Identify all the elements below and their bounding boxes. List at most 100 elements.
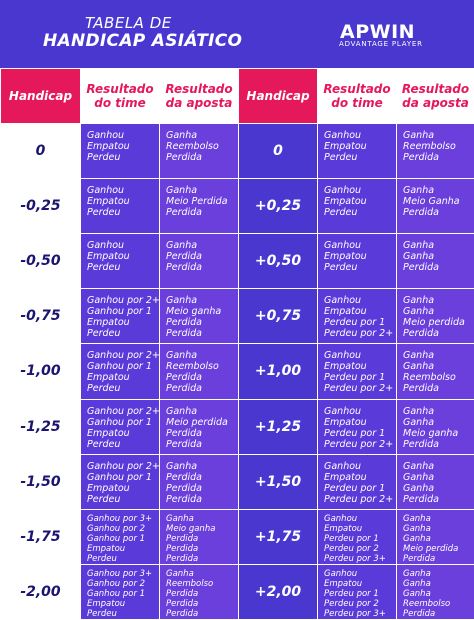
- result-line: Perdeu: [87, 553, 117, 564]
- team-result-cell-right: Ganhou Empatou Perdeu: [317, 233, 397, 290]
- result-line: Perdida: [166, 543, 199, 554]
- result-line: Ganhou por 2+: [87, 460, 160, 472]
- result-line: Ganha: [166, 130, 198, 141]
- result-line: Perdida: [403, 438, 440, 450]
- result-line: Reembolso: [403, 141, 456, 152]
- bet-result-cell-right: Ganha Reembolso Perdida: [396, 122, 474, 180]
- result-line: Perdida: [166, 251, 203, 263]
- result-line: Meio perdida: [166, 416, 228, 428]
- result-line: Empatou: [87, 543, 126, 554]
- handicap-value-left: -1,75: [0, 508, 81, 565]
- handicap-value-right: +0,75: [238, 288, 318, 345]
- result-line: Reembolso: [403, 598, 451, 609]
- result-line: Perdeu por 1: [324, 533, 379, 544]
- result-line: Reembolso: [166, 141, 219, 152]
- result-line: Perdeu por 1: [324, 482, 386, 494]
- result-line: Perdida: [403, 152, 440, 163]
- result-line: Perdeu por 2+: [324, 438, 394, 450]
- team-result-cell-right: Ganhou Empatou Perdeu por 1 Perdeu por 2+: [317, 343, 397, 400]
- table-row: -0,75 Ganhou por 2+ Ganhou por 1 Empatou Per…: [0, 288, 474, 345]
- result-line: Ganha: [166, 295, 198, 307]
- bet-result-cell-right: Ganha Ganha Ganha Meio perdida Perdida: [396, 508, 474, 565]
- bet-result-cell-right: Ganha Ganha Ganha Reembolso Perdida: [396, 563, 474, 620]
- result-line: Ganhou por 2+: [87, 295, 160, 307]
- result-line: Meio Perdida: [166, 196, 228, 208]
- handicap-value-left: -0,25: [0, 178, 81, 235]
- handicap-value-left: -2,00: [0, 563, 81, 620]
- result-line: Perdida: [403, 493, 440, 505]
- bet-result-cell-left: Ganha Reembolso Perdida Perdida: [159, 343, 239, 400]
- result-line: Meio ganha: [166, 523, 216, 534]
- result-line: Perdida: [166, 427, 203, 439]
- handicap-value-right: +1,75: [238, 508, 318, 565]
- table-row: -1,00 Ganhou por 2+ Ganhou por 1 Empatou Per…: [0, 343, 474, 400]
- result-line: Ganhou: [324, 405, 362, 417]
- result-line: Perdeu por 3+: [324, 608, 386, 619]
- handicap-value-left: -0,75: [0, 288, 81, 345]
- result-line: Ganha: [166, 568, 194, 579]
- title-line-2: HANDICAP ASIÁTICO: [43, 31, 243, 51]
- result-line: Perdida: [166, 372, 203, 384]
- team-result-cell-left: Ganhou por 3+ Ganhou por 2 Ganhou por 1 Emp…: [80, 508, 160, 565]
- result-line: Ganha: [403, 416, 435, 428]
- result-line: Ganha: [403, 295, 435, 307]
- result-line: Perdeu: [87, 608, 117, 619]
- result-line: Ganhou por 1: [87, 416, 152, 428]
- result-line: Perdeu por 1: [324, 372, 386, 384]
- result-line: Perdida: [166, 207, 203, 219]
- col-header-handicap-left: Handicap: [0, 68, 81, 124]
- result-line: Perdeu: [324, 152, 358, 163]
- result-line: Reembolso: [166, 578, 214, 589]
- result-line: Ganhou por 1: [87, 361, 152, 373]
- result-line: Perdida: [166, 471, 203, 483]
- result-line: Empatou: [324, 578, 363, 589]
- result-line: Ganhou por 2+: [87, 350, 160, 362]
- result-line: Empatou: [87, 598, 126, 609]
- bet-result-cell-left: Ganha Meio Perdida Perdida: [159, 178, 239, 235]
- handicap-value-left: -1,00: [0, 343, 81, 400]
- result-line: Perdeu: [87, 152, 121, 163]
- table-row: -1,50 Ganhou por 2+ Ganhou por 1 Empatou Per…: [0, 453, 474, 510]
- result-line: Meio ganha: [403, 427, 459, 439]
- result-line: Perdeu por 2+: [324, 493, 394, 505]
- result-line: Meio perdida: [403, 317, 465, 329]
- team-result-cell-right: Ganhou Empatou Perdeu por 1 Perdeu por 2 Per…: [317, 508, 397, 565]
- handicap-value-left: -1,50: [0, 453, 81, 510]
- result-line: Perdida: [403, 328, 440, 340]
- result-line: Perdeu: [87, 328, 121, 340]
- handicap-value-right: 0: [238, 122, 318, 180]
- result-line: Ganha: [166, 350, 198, 362]
- result-line: Perdida: [166, 328, 203, 340]
- result-line: Ganhou por 3+: [87, 513, 153, 524]
- team-result-cell-right: Ganhou Empatou Perdeu: [317, 178, 397, 235]
- result-line: Ganha: [403, 350, 435, 362]
- result-line: Perdida: [166, 493, 203, 505]
- result-line: Ganhou: [87, 185, 125, 197]
- result-line: Perdeu por 3+: [324, 553, 386, 564]
- handicap-value-right: +0,50: [238, 233, 318, 290]
- bet-result-cell-right: Ganha Ganha Meio ganha Perdida: [396, 398, 474, 455]
- page-header: TABELA DE HANDICAP ASIÁTICO APWIN ADVANT…: [0, 0, 474, 68]
- table-row: 0 Ganhou Empatou Perdeu Ganha Reembolso Perdid…: [0, 122, 474, 180]
- result-line: Perdida: [403, 608, 436, 619]
- col-header-bet-result-right: Resultado da aposta: [396, 68, 474, 124]
- result-line: Ganha: [166, 405, 198, 417]
- result-line: Perdeu por 1: [324, 427, 386, 439]
- handicap-value-left: 0: [0, 122, 81, 180]
- result-line: Perdeu: [324, 207, 358, 219]
- table-body: 0 Ganhou Empatou Perdeu Ganha Reembolso Perdid…: [0, 122, 474, 620]
- bet-result-cell-left: Ganha Reembolso Perdida: [159, 122, 239, 180]
- col-header-bet-result-left: Resultado da aposta: [159, 68, 239, 124]
- bet-result-cell-left: Ganha Meio ganha Perdida Perdida Perdida: [159, 508, 239, 565]
- col-header-handicap-right: Handicap: [238, 68, 318, 124]
- bet-result-cell-left: Ganha Reembolso Perdida Perdida Perdida: [159, 563, 239, 620]
- team-result-cell-left: Ganhou por 2+ Ganhou por 1 Empatou Perdeu: [80, 343, 160, 400]
- bet-result-cell-right: Ganha Ganha Perdida: [396, 233, 474, 290]
- result-line: Reembolso: [403, 372, 456, 384]
- result-line: Perdida: [166, 598, 199, 609]
- result-line: Empatou: [87, 482, 130, 494]
- result-line: Perdida: [166, 383, 203, 395]
- result-line: Perdida: [166, 588, 199, 599]
- result-line: Empatou: [324, 471, 367, 483]
- result-line: Ganha: [403, 251, 435, 263]
